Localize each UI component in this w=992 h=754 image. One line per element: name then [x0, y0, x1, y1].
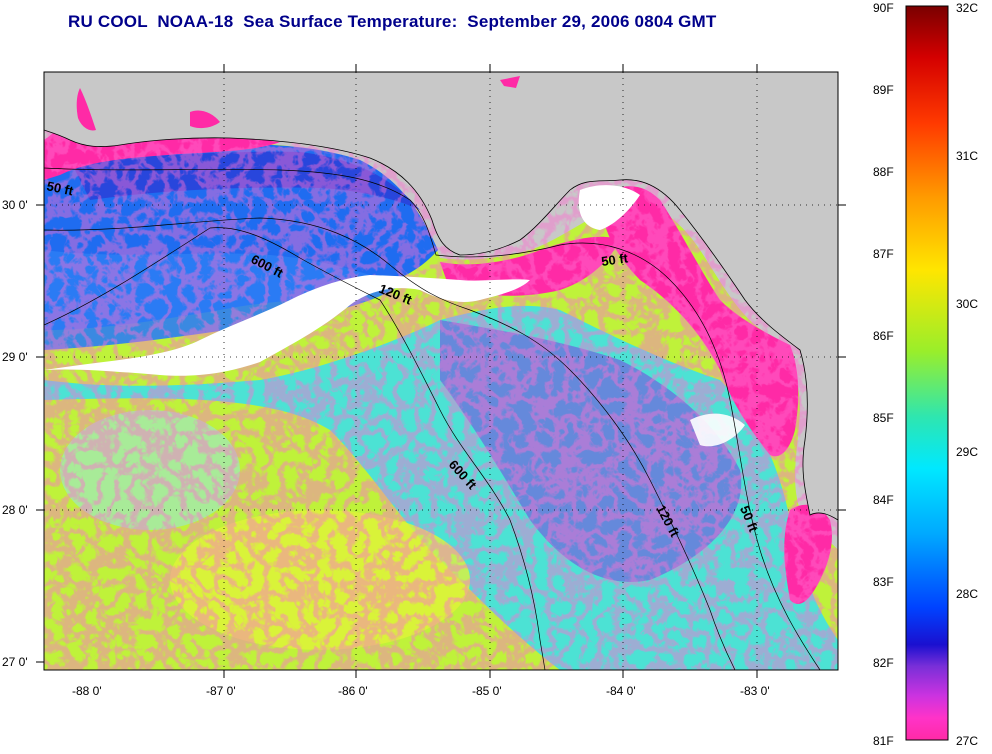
north-pink-speck — [500, 76, 520, 88]
map-area: 50 ft 600 ft 120 ft 50 ft 600 ft 120 ft … — [44, 72, 838, 670]
contour-120ft — [44, 217, 736, 670]
lon-label-85: -85 0' — [472, 684, 502, 698]
lon-label-84: -84 0' — [606, 684, 636, 698]
cloud-patch-southeast — [690, 413, 745, 447]
lat-label-29: 29 0' — [2, 350, 28, 364]
contour-50ft — [44, 167, 821, 670]
axis-ticks — [36, 64, 846, 678]
contour-label-50ft-west: 50 ft — [45, 178, 75, 198]
cloud-patch-east — [578, 185, 640, 230]
colorbar-gradient-bar — [905, 5, 949, 741]
colorbar-f-81: 81F — [873, 734, 894, 748]
colorbar-f-85: 85F — [873, 411, 894, 425]
colorbar: 90F 89F 88F 87F 86F 85F 84F 83F 82F 81F … — [873, 1, 978, 748]
colorbar-c-29: 29C — [956, 445, 978, 459]
contour-label-50ft-east: 50 ft — [600, 250, 629, 269]
lat-label-28: 28 0' — [2, 503, 28, 517]
lon-label-83: -83 0' — [740, 684, 770, 698]
map-frame — [43, 71, 839, 671]
contour-600ft — [44, 227, 546, 670]
lon-label-86: -86 0' — [338, 684, 368, 698]
cloud-band — [44, 275, 530, 376]
lat-label-30: 30 0' — [2, 198, 28, 212]
colorbar-c-31: 31C — [956, 149, 978, 163]
colorbar-f-87: 87F — [873, 247, 894, 261]
colorbar-f-90: 90F — [873, 1, 894, 15]
colorbar-f-86: 86F — [873, 329, 894, 343]
colorbar-f-89: 89F — [873, 83, 894, 97]
colorbar-c-30: 30C — [956, 297, 978, 311]
northern-coastline-land — [44, 72, 838, 521]
colorbar-f-83: 83F — [873, 575, 894, 589]
colorbar-c-28: 28C — [956, 587, 978, 601]
lon-label-88: -88 0' — [72, 684, 102, 698]
mobile-bay-pink — [76, 88, 96, 131]
colorbar-f-84: 84F — [873, 493, 894, 507]
graticule — [44, 72, 838, 670]
map-title: RU COOL NOAA-18 Sea Surface Temperature:… — [68, 12, 717, 31]
colorbar-c-32: 32C — [956, 1, 978, 15]
pensacola-bay-pink — [190, 110, 220, 129]
lat-label-27: 27 0' — [2, 655, 28, 669]
colorbar-f-82: 82F — [873, 656, 894, 670]
colorbar-c-27: 27C — [956, 734, 978, 748]
lon-label-87: -87 0' — [206, 684, 236, 698]
colorbar-f-88: 88F — [873, 165, 894, 179]
